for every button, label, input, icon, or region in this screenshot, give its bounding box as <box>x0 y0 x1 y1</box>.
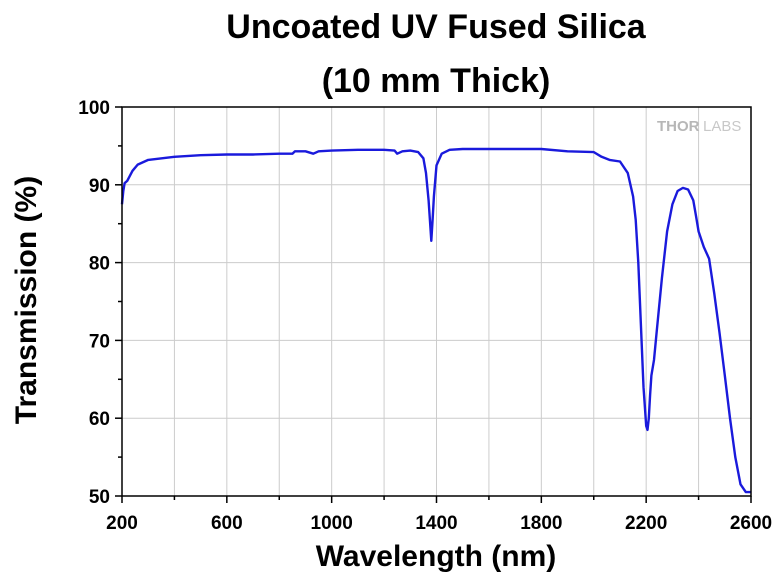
plot-frame <box>121 106 752 497</box>
x-tick-label: 1000 <box>311 513 353 534</box>
y-tick-label: 50 <box>89 487 110 508</box>
transmission-line <box>120 147 751 494</box>
ticks <box>115 106 752 503</box>
logo-text-thor: THOR <box>657 118 700 135</box>
y-tick-label: 60 <box>89 409 110 430</box>
x-tick-label: 200 <box>106 513 138 534</box>
tick-labels: 200 600 1000 1400 1800 2200 2600 50 60 70 80 90 100 <box>78 98 772 534</box>
x-axis-label: Wavelength (nm) <box>316 540 557 573</box>
logo-text-labs: LABS <box>703 118 741 135</box>
y-tick-label: 70 <box>89 331 110 352</box>
x-tick-label: 1400 <box>415 513 457 534</box>
x-tick-label: 2600 <box>730 513 772 534</box>
x-tick-label: 600 <box>211 513 243 534</box>
y-tick-label: 100 <box>78 98 110 119</box>
x-tick-label: 2200 <box>625 513 667 534</box>
thorlabs-logo: THOR LABS <box>657 118 741 135</box>
chart-title-line-2: (10 mm Thick) <box>322 62 551 100</box>
y-tick-label: 90 <box>89 176 110 197</box>
x-tick-label: 1800 <box>520 513 562 534</box>
y-axis-label: Transmission (%) <box>10 176 43 424</box>
y-tick-label: 80 <box>89 254 110 275</box>
chart-title-line-1: Uncoated UV Fused Silica <box>226 8 647 46</box>
